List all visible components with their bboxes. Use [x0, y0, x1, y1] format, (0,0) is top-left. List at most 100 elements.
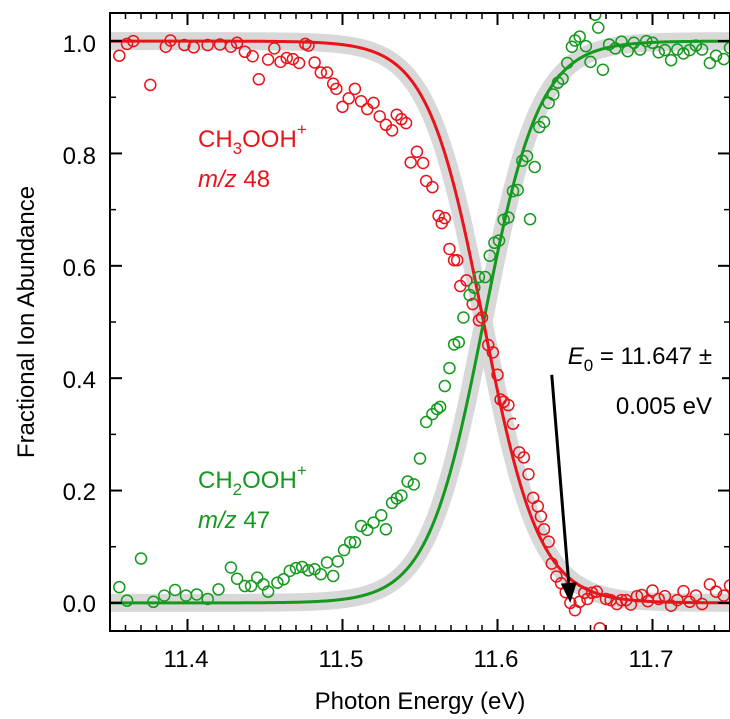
- green-data-point: [224, 561, 238, 574]
- red-data-point: [658, 589, 672, 603]
- red-data-point: [330, 82, 343, 96]
- red-data-point: [466, 297, 479, 311]
- green-data-point: [472, 270, 486, 284]
- green-data-point: [664, 53, 678, 67]
- red-data-point: [438, 211, 452, 225]
- green-data-point: [556, 72, 569, 85]
- red-data-point: [187, 41, 200, 54]
- green-data-point: [723, 41, 730, 55]
- green-data-point: [244, 579, 258, 593]
- green-data-point: [430, 402, 444, 416]
- x-tick-label: 11.4: [164, 646, 209, 673]
- red-data-point: [302, 39, 315, 52]
- green-data-point: [326, 569, 340, 583]
- green-data-point: [658, 43, 672, 57]
- formula-superscript: +: [297, 461, 307, 480]
- green-series-mz: m/z 47: [198, 507, 270, 534]
- green-data-point: [579, 39, 593, 53]
- green-data-point: [627, 36, 641, 50]
- red-data-point: [144, 78, 157, 92]
- green-data-point: [468, 281, 481, 294]
- red-data-point: [224, 40, 238, 53]
- green-data-point: [689, 39, 703, 52]
- red-data-point: [246, 50, 259, 63]
- formula-subscript: 2: [233, 480, 242, 499]
- green-data-point: [277, 573, 290, 586]
- red-data-point: [652, 592, 665, 606]
- y-axis-title: Fractional Ion Abundance: [13, 186, 40, 458]
- red-data-point: [619, 593, 633, 607]
- green-data-point: [633, 43, 647, 56]
- green-data-point: [492, 234, 506, 247]
- tick-layer: [109, 13, 730, 631]
- y-tick-label: 0.6: [63, 255, 96, 282]
- red-data-point: [486, 346, 500, 359]
- y-tick-label: 1.0: [63, 31, 96, 58]
- red-data-point: [450, 253, 464, 267]
- red-data-point: [472, 314, 486, 327]
- formula-base: OOH: [242, 467, 297, 494]
- green-data-point: [433, 400, 447, 414]
- green-data-point: [565, 40, 579, 53]
- x-tick-label: 11.6: [474, 646, 519, 673]
- x-tick-label: 11.5: [319, 646, 364, 673]
- green-data-point: [271, 576, 284, 589]
- red-data-point: [385, 124, 399, 137]
- red-data-point: [419, 174, 433, 188]
- red-data-point: [624, 598, 638, 611]
- red-data-point: [689, 589, 703, 602]
- red-series-mz: m/z 48: [198, 166, 270, 193]
- green-data-point: [348, 535, 362, 549]
- green-series-formula: CH2OOH+: [198, 461, 307, 499]
- formula-base: CH: [198, 126, 233, 153]
- green-data-point: [602, 38, 616, 51]
- arrow-shaft: [550, 374, 571, 584]
- green-data-point: [478, 270, 492, 284]
- red-data-point: [348, 82, 362, 96]
- green-data-point: [452, 335, 465, 349]
- red-data-point: [599, 592, 613, 606]
- mz-value: 48: [243, 166, 270, 193]
- red-data-point: [280, 51, 293, 65]
- green-data-point: [190, 588, 204, 601]
- green-data-point: [201, 592, 214, 606]
- green-data-point: [683, 43, 696, 57]
- arrow-head: [560, 582, 577, 603]
- red-data-point: [537, 523, 551, 536]
- green-data-point: [709, 49, 723, 62]
- y-tick-label: 0.0: [63, 591, 96, 618]
- green-data-point: [652, 46, 665, 59]
- x-tick-label: 11.7: [629, 646, 674, 673]
- green-data-point: [528, 160, 541, 174]
- red-data-point: [336, 100, 349, 114]
- red-data-point: [703, 578, 717, 591]
- red-data-point: [534, 510, 548, 523]
- red-data-point: [314, 66, 328, 79]
- green-data-point: [457, 311, 470, 324]
- green-data-point: [261, 585, 275, 598]
- green-data-point: [367, 516, 380, 529]
- y-tick-label: 0.2: [63, 479, 96, 506]
- red-series-formula: CH3OOH+: [198, 120, 307, 158]
- mz-value: 47: [243, 507, 270, 534]
- red-data-point: [593, 621, 607, 631]
- red-data-point: [723, 579, 730, 592]
- red-data-point: [354, 94, 368, 108]
- green-data-point: [695, 43, 709, 56]
- red-data-point: [274, 55, 287, 69]
- green-data-point: [212, 583, 225, 596]
- red-data-point: [709, 585, 723, 598]
- data-point-layer: [113, 13, 730, 631]
- green-data-point: [134, 552, 148, 565]
- green-data-point: [314, 568, 328, 581]
- red-data-point: [677, 584, 690, 598]
- green-data-point: [344, 535, 357, 549]
- green-data-point: [302, 564, 315, 577]
- green-data-point: [375, 509, 388, 522]
- formula-superscript: +: [297, 120, 307, 139]
- green-data-point: [331, 555, 345, 568]
- red-data-point: [201, 38, 214, 52]
- green-data-point: [401, 475, 414, 488]
- formula-subscript: 3: [233, 139, 242, 158]
